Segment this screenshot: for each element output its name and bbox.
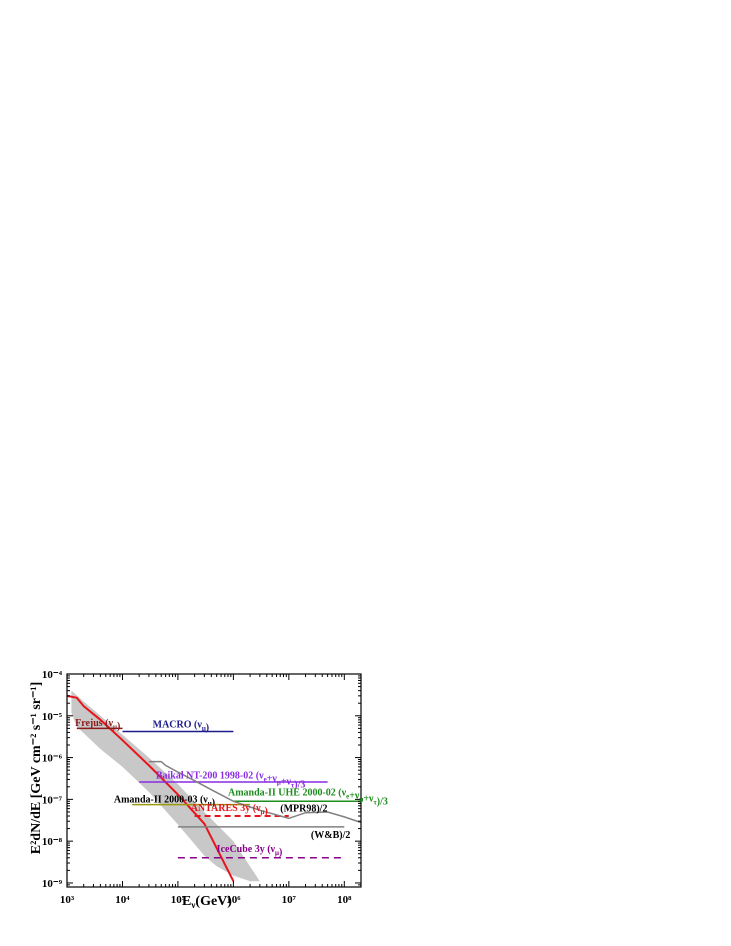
x-tick-label: 10⁶: [226, 894, 241, 906]
y-tick-label: 10⁻⁵: [42, 711, 63, 723]
y-axis-title: E²dN/dE [GeV cm⁻² s⁻¹ sr⁻¹]: [29, 682, 44, 854]
x-tick-label: 10⁸: [337, 894, 352, 906]
y-tick-label: 10⁻⁷: [42, 794, 63, 806]
annotation-4: Amanda-II 2000-03 (νμ): [114, 794, 215, 808]
annotation-8: IceCube 3y (νμ): [217, 844, 283, 858]
annotation-2: Baikal NT-200 1998-02 (νe+νμ+ντ)/3: [156, 770, 306, 790]
y-tick-label: 10⁻⁶: [42, 753, 63, 765]
uncertainty-band: [71, 690, 260, 882]
x-tick-label: 10⁵: [171, 894, 186, 906]
annotation-7: (W&B)/2: [311, 830, 350, 841]
annotation-6: (MPR98)/2: [280, 804, 327, 815]
x-tick-label: 10⁴: [115, 894, 130, 906]
y-tick-label: 10⁻⁴: [42, 669, 63, 681]
series-line-0: [66, 694, 235, 882]
x-tick-label: 10³: [60, 894, 75, 906]
x-axis-title: Eν(GeV): [182, 894, 232, 910]
y-tick-label: 10⁻⁸: [42, 836, 63, 848]
series-line-7: [148, 760, 362, 824]
x-tick-label: 10⁷: [282, 894, 297, 906]
annotations-layer: Frejus (νμ) MACRO (νμ) Baikal NT-200 1998-…: [75, 718, 388, 858]
series-layer: [66, 694, 362, 882]
annotation-1: MACRO (νμ): [153, 719, 210, 733]
ticks-layer: 10³ 10⁴ 10⁵ 10⁶ 10⁷ 10⁸ 10⁻⁹ 10⁻⁸ 10⁻⁷ 10⁻⁶ 10⁻⁵ 10…: [42, 669, 362, 906]
annotation-3: Amanda-II UHE 2000-02 (νe+νμ+ντ)/3: [228, 787, 388, 807]
plot-frame: [66, 673, 362, 888]
annotation-5: ANTARES 3y (νμ): [191, 803, 268, 817]
annotation-0: Frejus (νμ): [75, 718, 120, 732]
y-tick-label: 10⁻⁹: [42, 878, 63, 890]
band-polygon: [71, 690, 260, 882]
